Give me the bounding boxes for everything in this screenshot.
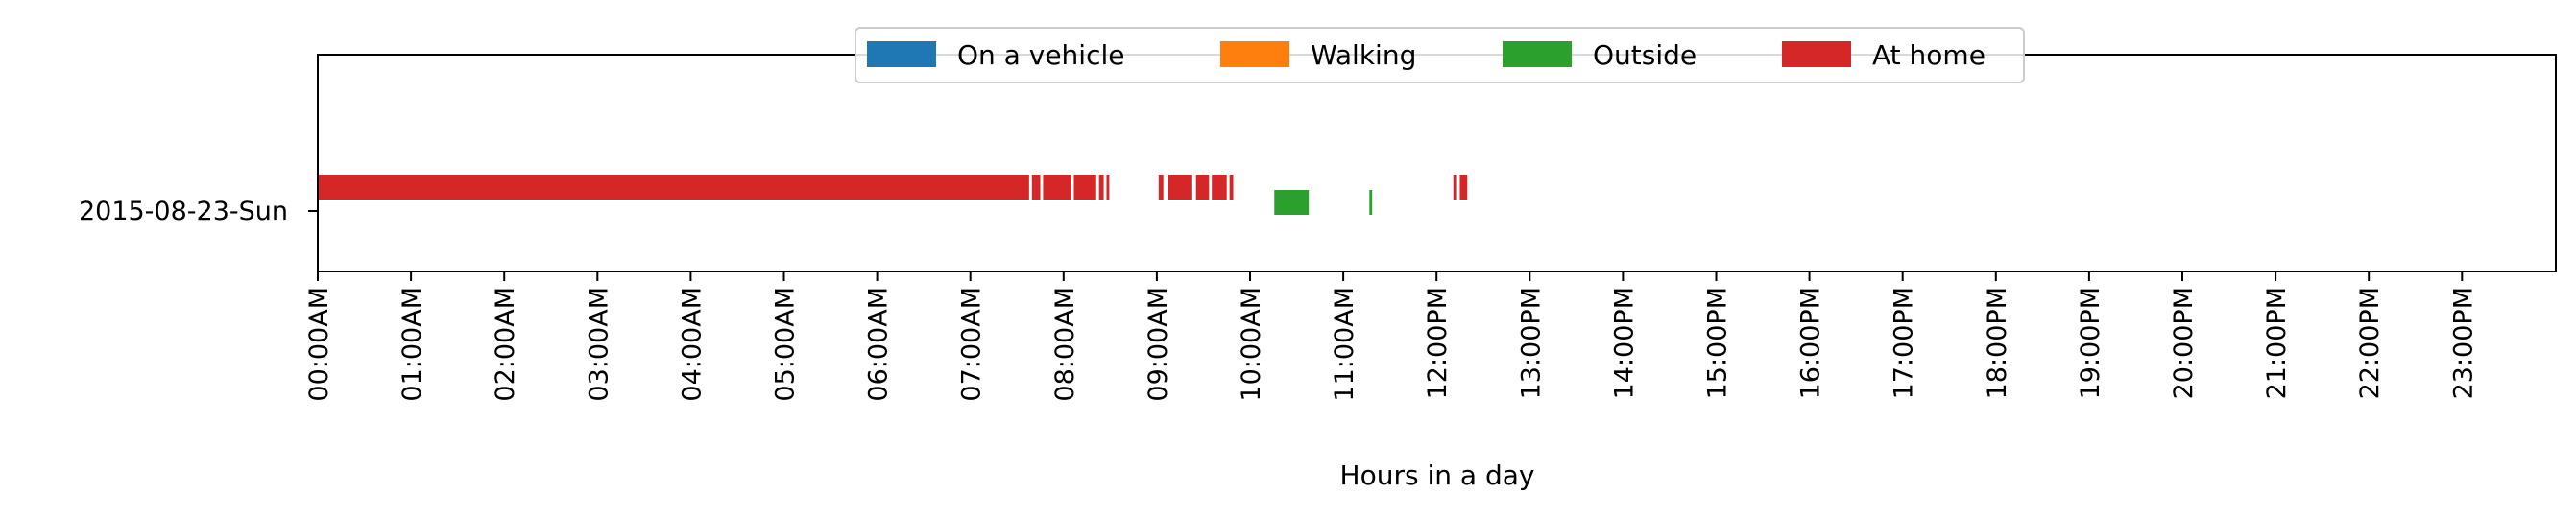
x-tick-label: 05:00AM — [771, 287, 801, 402]
bar-at-home-2 — [1043, 175, 1071, 200]
x-tick-label: 10:00AM — [1237, 287, 1266, 402]
bar-at-home-8 — [1195, 175, 1210, 200]
bar-at-home-1 — [1031, 175, 1041, 200]
bar-outside-1 — [1369, 190, 1373, 215]
x-axis: 00:00AM 01:00AM 02:00AM 03:00AM 04:00AM 05:00… — [304, 271, 2478, 402]
x-tick-label: 18:00PM — [1983, 287, 2012, 399]
x-tick-label: 23:00PM — [2448, 287, 2478, 399]
bar-outside-0 — [1274, 190, 1310, 215]
x-tick-label: 00:00AM — [304, 287, 334, 402]
legend: On a vehicle Walking Outside At home — [855, 27, 2025, 83]
x-tick-label: 02:00AM — [491, 287, 520, 402]
bar-at-home-5 — [1106, 175, 1110, 200]
x-tick-label: 16:00PM — [1796, 287, 1826, 399]
x-tick-label: 09:00AM — [1144, 287, 1173, 402]
bar-at-home-7 — [1168, 175, 1192, 200]
x-tick-label: 04:00AM — [677, 287, 707, 402]
x-tick-label: 07:00AM — [957, 287, 987, 402]
x-tick-label: 15:00PM — [1703, 287, 1733, 399]
legend-box — [855, 27, 2025, 83]
x-tick-label: 13:00PM — [1516, 287, 1546, 399]
legend-label: Outside — [1593, 39, 1697, 71]
bar-at-home-3 — [1073, 175, 1096, 200]
x-tick-label: 03:00AM — [584, 287, 614, 402]
legend-swatch-walking — [1220, 41, 1289, 67]
x-tick-label: 14:00PM — [1609, 287, 1639, 399]
x-tick-label: 01:00AM — [397, 287, 427, 402]
bar-at-home-10 — [1229, 175, 1234, 200]
legend-label: At home — [1872, 39, 1986, 71]
plot-frame — [317, 54, 2557, 272]
bar-at-home-4 — [1098, 175, 1104, 200]
x-tick-label: 08:00AM — [1050, 287, 1080, 402]
bar-at-home-11 — [1453, 175, 1457, 200]
bar-at-home-6 — [1158, 175, 1164, 200]
x-tick-label: 12:00PM — [1423, 287, 1453, 399]
legend-swatch-on-a-vehicle — [867, 41, 936, 67]
x-tick-label: 11:00AM — [1330, 287, 1360, 402]
legend-swatch-at-home — [1782, 41, 1851, 67]
bar-at-home-0 — [318, 175, 1029, 200]
x-tick-label: 06:00AM — [864, 287, 894, 402]
legend-label: Walking — [1311, 39, 1416, 71]
y-tick-label: 2015-08-23-Sun — [79, 197, 288, 226]
x-tick-label: 22:00PM — [2355, 287, 2385, 399]
x-tick-label: 21:00PM — [2262, 287, 2292, 399]
bar-at-home-12 — [1459, 175, 1468, 200]
activity-bars — [318, 175, 1468, 215]
bar-at-home-9 — [1212, 175, 1227, 200]
x-tick-label: 17:00PM — [1890, 287, 1919, 399]
legend-label: On a vehicle — [957, 39, 1124, 71]
x-axis-title: Hours in a day — [1340, 459, 1535, 491]
legend-swatch-outside — [1503, 41, 1572, 67]
x-tick-label: 19:00PM — [2076, 287, 2106, 399]
x-tick-label: 20:00PM — [2169, 287, 2199, 399]
